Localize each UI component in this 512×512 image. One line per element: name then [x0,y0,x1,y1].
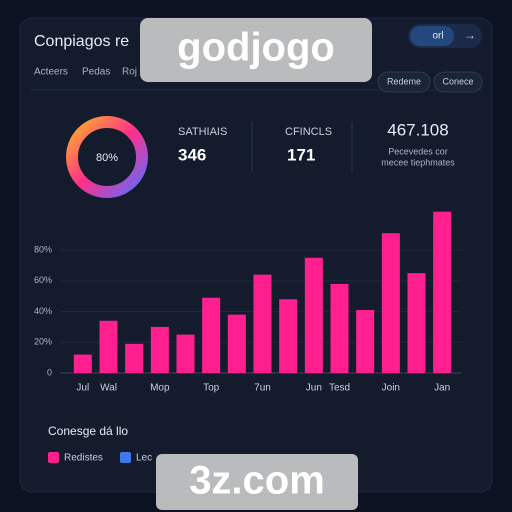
bar [330,283,349,373]
bar [356,310,375,373]
x-tick-label: Jul [76,383,89,394]
bar [99,320,118,373]
legend-label: Lec [136,453,152,464]
stat-caption: mecee tiephmates [381,157,455,167]
donut-label: 80% [96,152,118,164]
y-tick-label: 60% [34,275,52,285]
bar [407,273,426,373]
bar [73,354,92,373]
page-title: Conpiagos re [34,33,129,50]
tab[interactable]: Acteers [34,67,68,78]
x-tick-label: Top [203,383,220,394]
stat-caption: Pecevedes cor [388,146,448,156]
action-label: Redeme [387,76,421,86]
stat-label: CFINCLS [285,126,332,138]
stat-value: 467.108 [387,120,448,139]
bar-chart: 0 20% 40% 60% 80% Jul Wal Mop Top 7un Jun Tesd Join J… [34,211,462,394]
bar [433,211,452,373]
bar [304,257,323,373]
bar [227,314,246,373]
legend-title: Conesge dá llo [48,424,128,438]
stat-label: SATHIAIS [178,126,227,138]
bar [279,299,298,373]
tab[interactable]: Roj [122,67,137,78]
tab[interactable]: Pedas [82,67,110,78]
y-tick-label: 0 [47,367,52,377]
button-label: orl [432,31,443,42]
x-tick-label: Mop [150,383,170,394]
bar [253,274,272,373]
stat-value: 346 [178,145,206,164]
toggle-active [410,26,454,46]
watermark: 3z.com [189,459,325,503]
y-tick-label: 40% [34,306,52,316]
stat-value: 171 [287,145,315,164]
bar [176,334,195,373]
x-tick-label: Jan [434,383,450,394]
watermark-box [156,454,358,510]
y-tick-label: 20% [34,337,52,347]
action-button[interactable] [377,71,431,93]
legend-swatch [48,452,59,463]
y-tick-label: 80% [34,244,52,254]
bar [150,326,169,373]
bar [125,343,144,373]
action-label: Conece [442,76,473,86]
x-tick-label: Wal [100,383,117,394]
watermark-box [140,18,372,82]
watermark: godjogo [177,26,335,70]
bar [202,297,221,373]
arrow-icon: → [464,28,476,42]
donut-ring [66,116,148,198]
x-tick-label: Tesd [329,383,350,394]
legend-swatch [120,452,131,463]
x-tick-label: Join [382,383,400,394]
legend-label: Redistes [64,453,103,464]
x-tick-label: 7un [254,383,271,394]
x-tick-label: Jun [306,383,322,394]
action-button[interactable] [433,71,483,93]
bar [381,233,400,373]
